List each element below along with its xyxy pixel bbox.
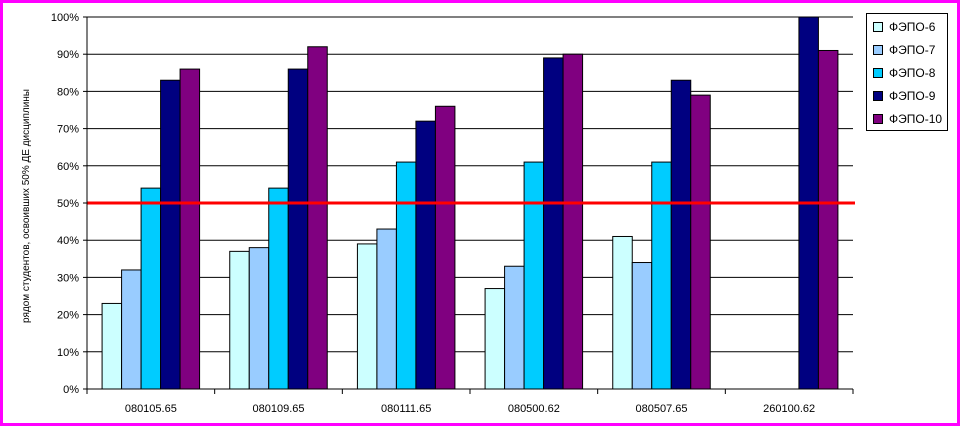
legend: ФЭПО-6 ФЭПО-7 ФЭПО-8 ФЭПО-9 ФЭПО-10 [866,13,948,131]
bar-фэпо-6-080507-65 [612,235,633,390]
y-axis-label: рядом студентов, освоивших 50% ДЕ дисцип… [21,89,32,323]
x-tick-label: 080109.65 [253,403,305,415]
y-tick-label: 100% [51,12,79,24]
legend-swatch [873,114,883,124]
y-tick-label: 0% [63,384,79,396]
legend-item: ФЭПО-8 [873,66,935,80]
legend-item: ФЭПО-6 [873,20,935,34]
bar-фэпо-8-080105-65 [140,187,162,390]
bar-фэпо-7-080105-65 [121,269,142,390]
y-tick-label: 80% [57,86,79,98]
legend-label: ФЭПО-6 [889,20,936,34]
legend-label: ФЭПО-8 [889,66,936,80]
bar-фэпо-7-080111-65 [376,228,397,390]
legend-label: ФЭПО-7 [889,43,936,57]
bar-фэпо-10-080109-65 [307,46,328,390]
bar-фэпо-10-080500-62 [562,53,584,390]
bar-фэпо-8-080500-62 [523,161,545,390]
y-tick-label: 40% [57,235,79,247]
legend-label: ФЭПО-9 [889,89,936,103]
bar-фэпо-7-080507-65 [631,262,653,390]
y-tick-label: 10% [57,347,79,359]
bar-фэпо-9-080500-62 [543,57,564,390]
legend-item: ФЭПО-9 [873,89,935,103]
legend-swatch [873,91,883,101]
bar-фэпо-10-080507-65 [690,94,711,390]
legend-swatch [873,22,883,32]
bar-фэпо-6-080109-65 [229,250,250,390]
x-tick-label: 080105.65 [125,403,177,415]
bar-фэпо-10-080105-65 [179,68,201,390]
bar-фэпо-8-080507-65 [651,161,672,390]
bar-фэпо-9-080109-65 [287,68,309,390]
bar-фэпо-8-080111-65 [395,161,417,390]
bar-фэпо-8-080109-65 [268,187,289,390]
x-tick-label: 080500.62 [508,403,560,415]
y-tick-label: 20% [57,310,79,322]
bar-фэпо-6-080105-65 [101,302,123,390]
legend-swatch [873,45,883,55]
bar-фэпо-6-080111-65 [356,243,378,390]
y-tick-label: 70% [57,124,79,136]
bar-фэпо-10-080111-65 [434,105,456,390]
y-tick-label: 30% [57,272,79,284]
legend-item: ФЭПО-7 [873,43,935,57]
bar-фэпо-9-080105-65 [160,79,181,390]
bar-фэпо-10-260100-62 [817,49,839,390]
y-tick-label: 90% [57,49,79,61]
bar-фэпо-9-080111-65 [415,120,436,390]
bar-фэпо-9-080507-65 [670,79,692,390]
legend-label: ФЭПО-10 [889,112,943,126]
x-tick-label: 080111.65 [381,403,431,415]
y-tick-label: 50% [57,198,79,210]
bar-фэпо-7-080109-65 [248,247,270,390]
bar-фэпо-6-080500-62 [484,288,506,390]
bar-фэпо-7-080500-62 [504,265,525,390]
legend-swatch [873,68,883,78]
x-tick-label: 080507.65 [636,403,688,415]
legend-item: ФЭПО-10 [873,112,942,126]
x-tick-label: 260100.62 [763,403,815,415]
y-tick-label: 60% [57,161,79,173]
